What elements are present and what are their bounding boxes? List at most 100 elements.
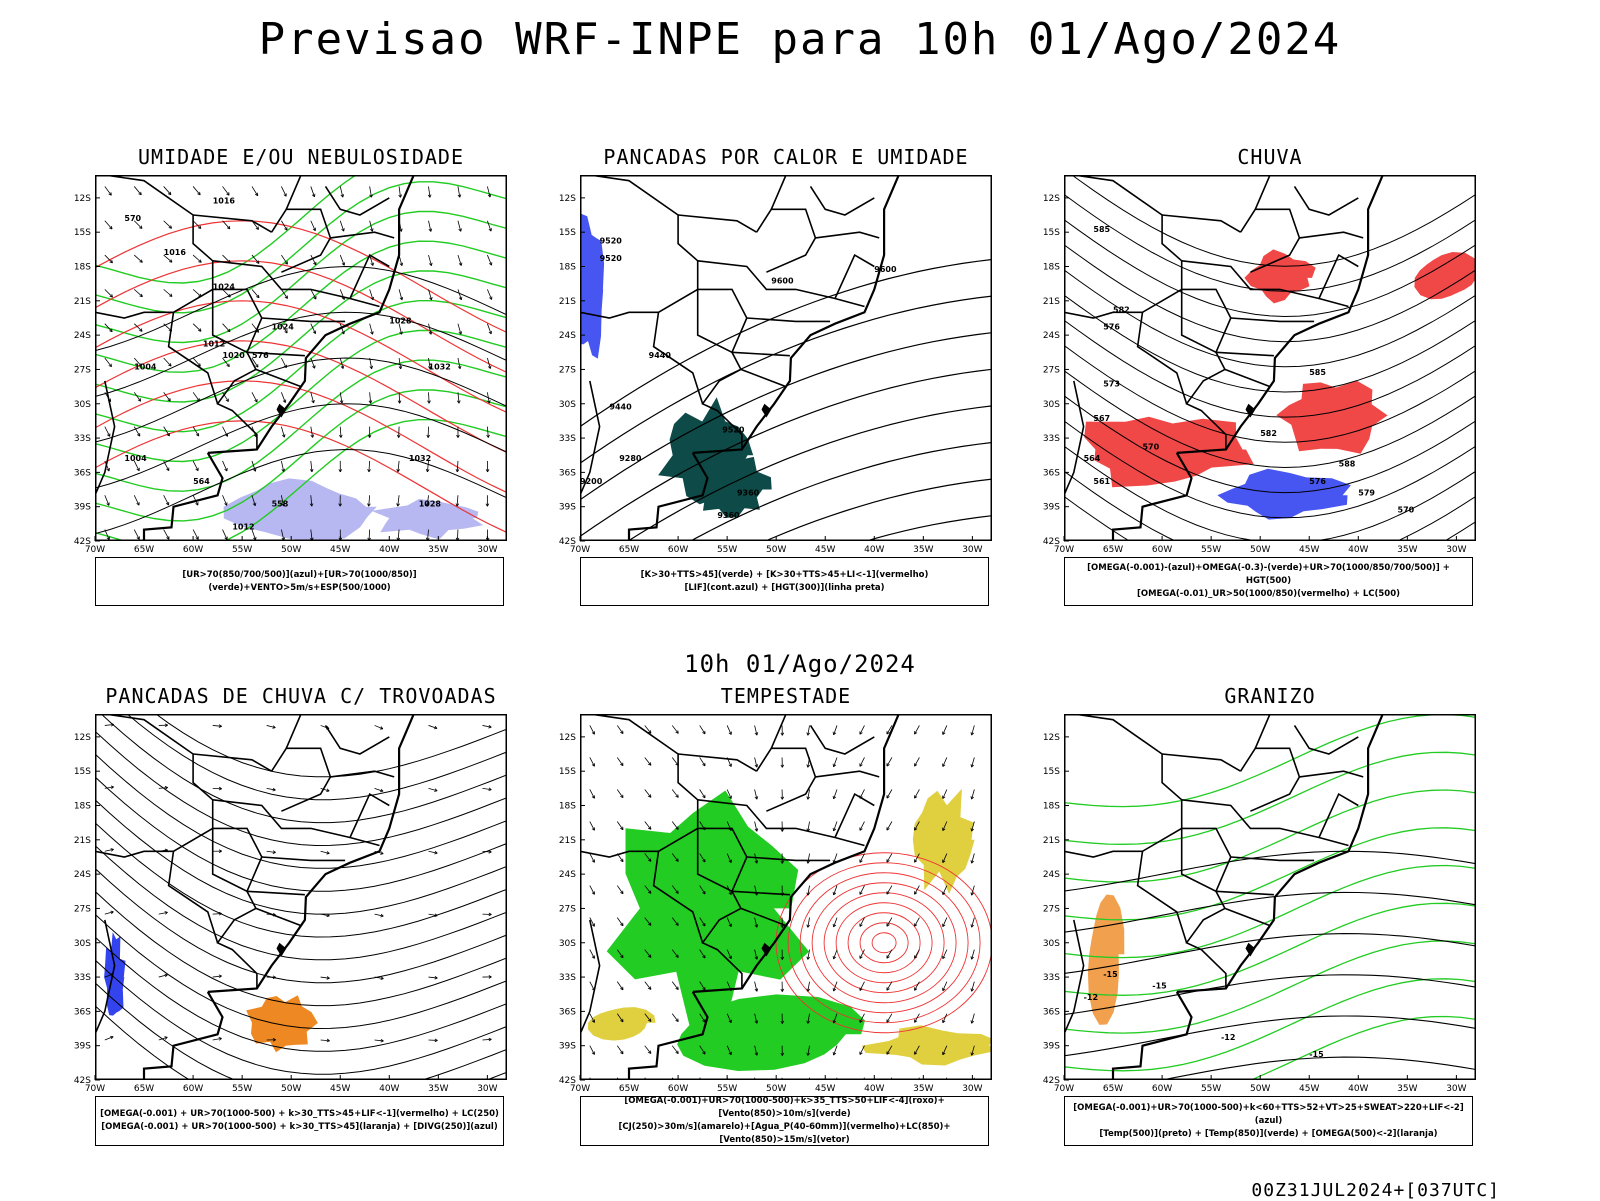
contour-label: 564	[1084, 454, 1101, 463]
lon-tick-label: 60W	[183, 545, 203, 555]
contour-label: 1028	[389, 317, 412, 326]
lat-tick-label: 24S	[74, 870, 91, 880]
lat-tick-label: 30S	[1043, 939, 1060, 949]
lon-tick-label: 70W	[85, 545, 105, 555]
lon-tick-label: 45W	[1299, 1084, 1319, 1094]
contour-label: -12	[1221, 1033, 1235, 1042]
panel-legend: [UR>70(850/700/500)](azul)+[UR>70(1000/8…	[95, 557, 504, 606]
legend-line: [CJ(250)>30m/s](amarelo)+[Agua_P(40-60mm…	[581, 1121, 988, 1147]
lat-tick-label: 33S	[559, 434, 576, 444]
panel-title: TEMPESTADE	[540, 684, 1032, 708]
lat-tick-label: 36S	[74, 468, 91, 478]
lon-tick-label: 30W	[1446, 545, 1466, 555]
main-title: Previsao WRF-INPE para 10h 01/Ago/2024	[0, 14, 1600, 65]
lat-tick-label: 12S	[74, 733, 91, 743]
lat-tick-label: 27S	[74, 904, 91, 914]
contour-label: 570	[124, 214, 141, 223]
map-granizo: -15-12-15-15-1212S15S18S21S24S27S30S33S3…	[1034, 714, 1496, 1100]
lat-tick-label: 24S	[559, 331, 576, 341]
lon-tick-label: 55W	[717, 1084, 737, 1094]
panel-title: PANCADAS DE CHUVA C/ TROVOADAS	[55, 684, 547, 708]
lat-tick-label: 24S	[1043, 331, 1060, 341]
contour-label: 564	[193, 477, 210, 486]
lat-tick-label: 15S	[74, 767, 91, 777]
legend-line: [OMEGA(-0.001)+UR>70(1000-500)+k>35_TTS>…	[581, 1095, 988, 1121]
lon-tick-label: 35W	[1397, 1084, 1417, 1094]
contour-label: 561	[1093, 477, 1110, 486]
legend-line: [OMEGA(-0.001) + UR>70(1000-500) + k>30_…	[96, 1108, 503, 1121]
lon-tick-label: 60W	[183, 1084, 203, 1094]
contour-label: 9520	[600, 254, 623, 263]
mid-date: 10h 01/Ago/2024	[0, 650, 1600, 678]
lon-tick-label: 50W	[766, 1084, 786, 1094]
lon-tick-label: 45W	[330, 545, 350, 555]
lon-tick-label: 45W	[815, 545, 835, 555]
lon-tick-label: 70W	[1054, 1084, 1074, 1094]
lon-tick-label: 45W	[330, 1084, 350, 1094]
lat-tick-label: 21S	[1043, 836, 1060, 846]
contour-label: 1012	[232, 523, 254, 532]
lat-tick-label: 27S	[559, 904, 576, 914]
legend-line: [LIF](cont.azul) + [HGT(300)](linha pret…	[581, 582, 988, 595]
lat-tick-label: 21S	[74, 297, 91, 307]
lon-tick-label: 55W	[1201, 545, 1221, 555]
map-umidade: 1016101610241024101210041020103210281032…	[65, 175, 527, 561]
lon-tick-label: 40W	[1348, 545, 1368, 555]
lon-tick-label: 65W	[1103, 1084, 1123, 1094]
lat-tick-label: 39S	[559, 503, 576, 513]
map-pancadas-calor: 9600960095209520944095209440928093609200…	[550, 175, 1012, 561]
lon-tick-label: 35W	[913, 545, 933, 555]
legend-line: [OMEGA(-0.001)-(azul)+OMEGA(-0.3)-(verde…	[1065, 562, 1472, 588]
lon-tick-label: 70W	[1054, 545, 1074, 555]
lat-tick-label: 36S	[74, 1007, 91, 1017]
contour-label: -15	[1152, 982, 1167, 991]
contour-label: 558	[272, 500, 289, 509]
lat-tick-label: 15S	[559, 228, 576, 238]
lat-tick-label: 27S	[1043, 904, 1060, 914]
legend-line: [UR>70(850/700/500)](azul)+[UR>70(1000/8…	[96, 569, 503, 595]
lon-tick-label: 60W	[668, 1084, 688, 1094]
lat-tick-label: 33S	[1043, 434, 1060, 444]
lon-tick-label: 55W	[717, 545, 737, 555]
lat-tick-label: 18S	[1043, 263, 1060, 273]
contour-label: 1032	[429, 362, 451, 371]
lon-tick-label: 35W	[428, 545, 448, 555]
panel-legend: [K>30+TTS>45](verde) + [K>30+TTS>45+LI<-…	[580, 557, 989, 606]
lat-tick-label: 21S	[74, 836, 91, 846]
lon-tick-label: 35W	[428, 1084, 448, 1094]
panel-title: UMIDADE E/OU NEBULOSIDADE	[55, 145, 547, 169]
lon-tick-label: 50W	[1250, 545, 1270, 555]
lat-tick-label: 18S	[74, 263, 91, 273]
lat-tick-label: 12S	[74, 194, 91, 204]
lon-tick-label: 40W	[1348, 1084, 1368, 1094]
lon-tick-label: 60W	[1152, 1084, 1172, 1094]
lat-tick-label: 30S	[74, 400, 91, 410]
lat-tick-label: 36S	[1043, 1007, 1060, 1017]
lat-tick-label: 24S	[74, 331, 91, 341]
lat-tick-label: 27S	[1043, 365, 1060, 375]
lon-tick-label: 30W	[962, 1084, 982, 1094]
contour-label: -12	[1084, 993, 1098, 1002]
lon-tick-label: 50W	[1250, 1084, 1270, 1094]
contour-label: 9440	[609, 402, 632, 411]
lat-tick-label: 30S	[74, 939, 91, 949]
map-chuva: 5855825765735675645615705825855885795765…	[1034, 175, 1496, 561]
lat-tick-label: 21S	[559, 836, 576, 846]
lat-tick-label: 21S	[1043, 297, 1060, 307]
lon-tick-label: 50W	[281, 545, 301, 555]
panel-legend: [OMEGA(-0.001)+UR>70(1000-500)+k<60+TTS>…	[1064, 1096, 1473, 1146]
lat-tick-label: 39S	[1043, 503, 1060, 513]
lat-tick-label: 15S	[1043, 767, 1060, 777]
contour-label: 573	[1103, 380, 1120, 389]
lat-tick-label: 24S	[1043, 870, 1060, 880]
lon-tick-label: 60W	[668, 545, 688, 555]
lon-tick-label: 55W	[232, 545, 252, 555]
panel-legend: [OMEGA(-0.001)-(azul)+OMEGA(-0.3)-(verde…	[1064, 557, 1473, 606]
lon-tick-label: 40W	[864, 1084, 884, 1094]
contour-label: 585	[1093, 225, 1110, 234]
lat-tick-label: 18S	[559, 802, 576, 812]
lat-tick-label: 27S	[559, 365, 576, 375]
lat-tick-label: 15S	[74, 228, 91, 238]
lon-tick-label: 55W	[1201, 1084, 1221, 1094]
contour-label: -15	[1103, 970, 1118, 979]
